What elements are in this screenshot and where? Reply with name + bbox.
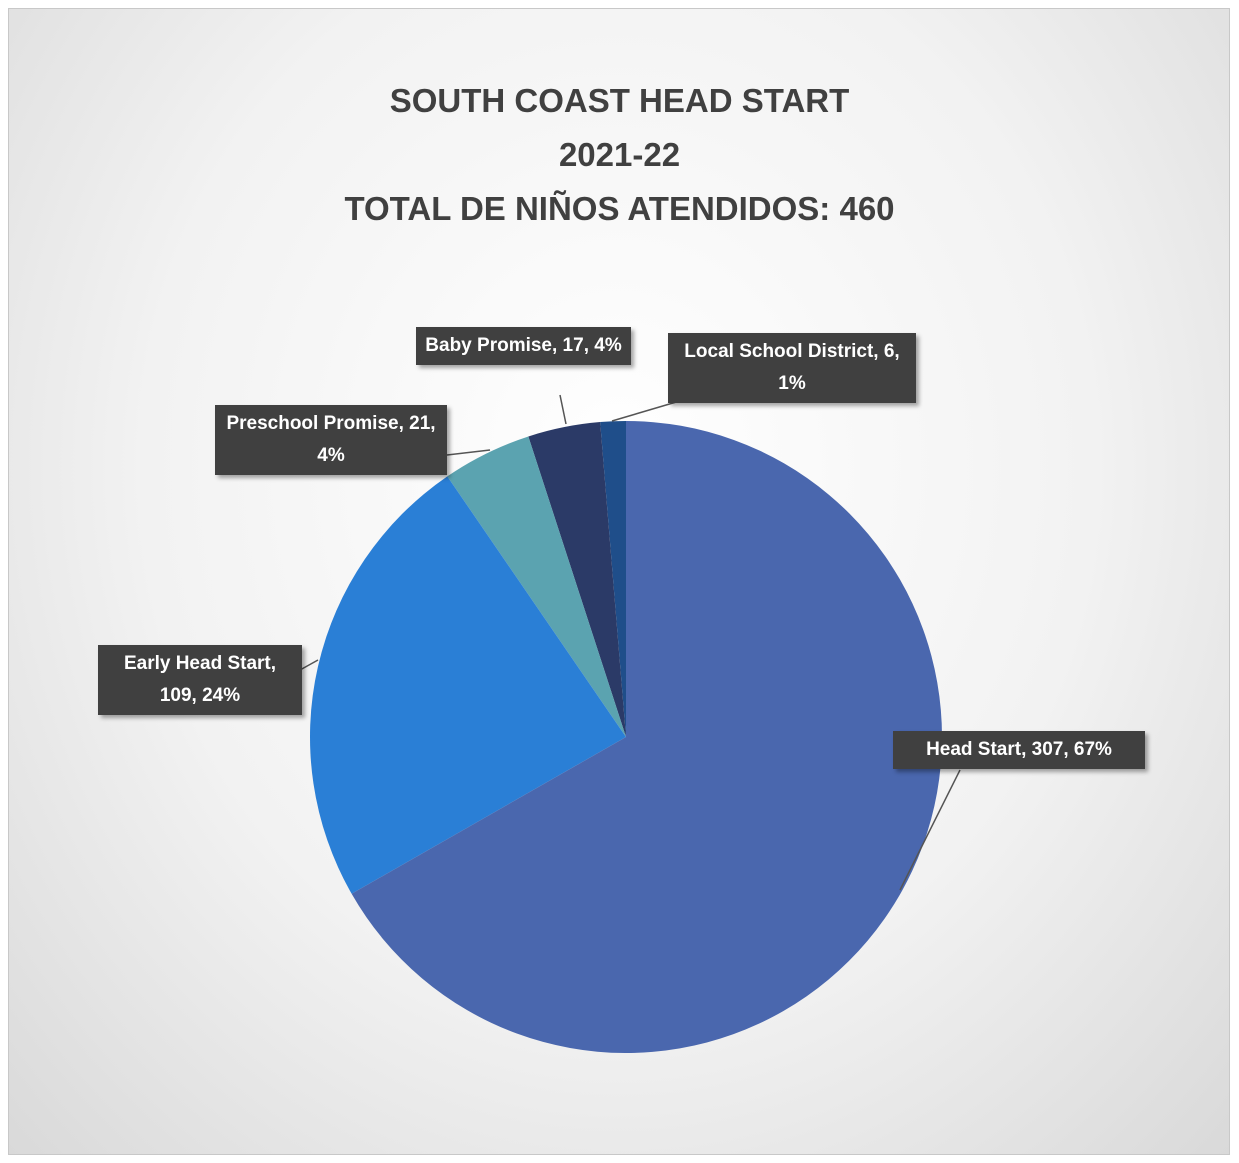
data-label: Early Head Start, 109, 24% bbox=[98, 645, 302, 715]
pie-slice bbox=[310, 476, 626, 894]
pie-slice bbox=[351, 421, 942, 1053]
leader-line bbox=[899, 769, 961, 891]
pie-slice bbox=[528, 422, 626, 737]
data-label: Head Start, 307, 67% bbox=[893, 731, 1145, 769]
chart-title: SOUTH COAST HEAD START bbox=[389, 82, 850, 119]
leader-line bbox=[446, 449, 491, 456]
chart-title: TOTAL DE NIÑOS ATENDIDOS: 460 bbox=[344, 190, 895, 227]
chart-title: 2021-22 bbox=[558, 136, 681, 173]
pie-slice bbox=[447, 436, 626, 737]
data-label: Baby Promise, 17, 4% bbox=[416, 327, 631, 365]
data-label: Local School District, 6, 1% bbox=[668, 333, 916, 403]
leader-line bbox=[559, 394, 567, 425]
leader-line bbox=[299, 659, 319, 671]
pie-slice bbox=[600, 421, 626, 737]
data-label: Preschool Promise, 21, 4% bbox=[215, 405, 447, 475]
